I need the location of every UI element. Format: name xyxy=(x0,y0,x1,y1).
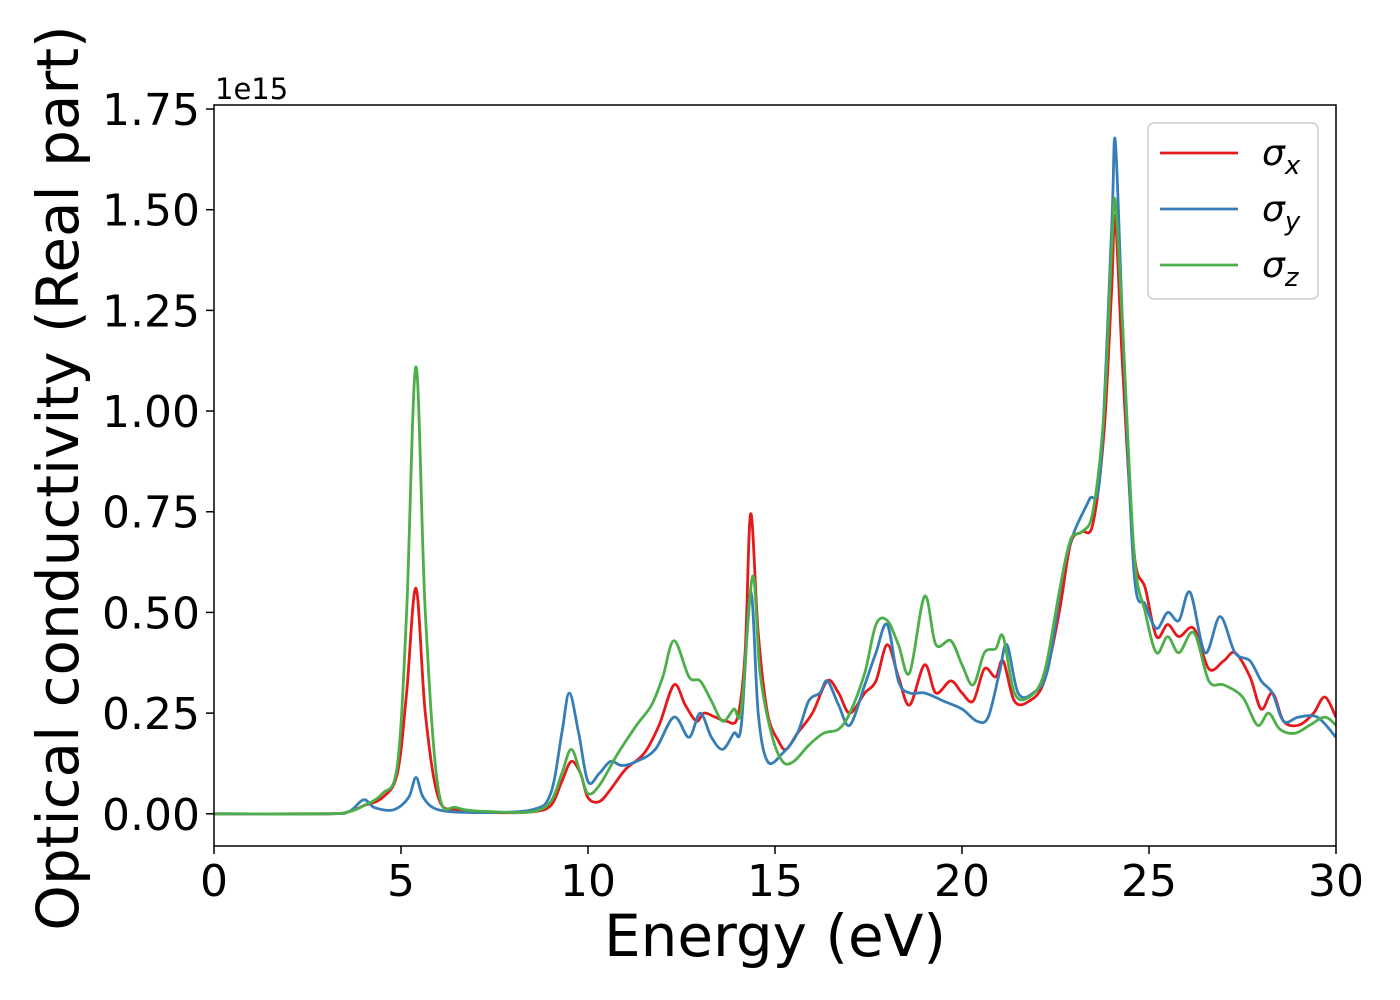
legend-box xyxy=(1147,122,1319,300)
y-axis-title: Optical conductivity (Real part) xyxy=(24,25,92,930)
y-tick-label: 0.25 xyxy=(102,689,200,740)
x-tick-label: 5 xyxy=(387,856,415,907)
y-tick-label: 1.75 xyxy=(102,85,200,136)
x-tick-label: 10 xyxy=(560,856,616,907)
y-tick-label: 1.50 xyxy=(102,186,200,237)
y-tick-label: 1.25 xyxy=(102,286,200,337)
x-axis-title: Energy (eV) xyxy=(604,902,946,970)
series-line-y xyxy=(214,136,1336,816)
y-tick-label: 0.50 xyxy=(102,588,200,639)
x-tick-label: 25 xyxy=(1121,856,1177,907)
y-tick-label: 0.75 xyxy=(102,488,200,539)
legend-label-x: σx xyxy=(1262,133,1301,181)
plot-frame xyxy=(213,104,1337,847)
legend-label-y: σy xyxy=(1262,189,1301,237)
x-tick-label: 15 xyxy=(747,856,803,907)
y-tick-label: 0.00 xyxy=(102,790,200,841)
x-tick-label: 30 xyxy=(1308,856,1364,907)
x-tick-label: 0 xyxy=(200,856,228,907)
series-layer xyxy=(214,136,1336,816)
series-line-x xyxy=(214,214,1336,816)
y-tick-label: 1.00 xyxy=(102,387,200,438)
y-axis-offset-label: 1e15 xyxy=(215,72,288,106)
ticks-layer: 0 5 10 15 20 25 30 0.00 0.25 0.50 0.75 1.00 1.25 1.50… xyxy=(102,85,1364,907)
x-tick-label: 20 xyxy=(934,856,990,907)
series-line-z xyxy=(214,196,1336,816)
